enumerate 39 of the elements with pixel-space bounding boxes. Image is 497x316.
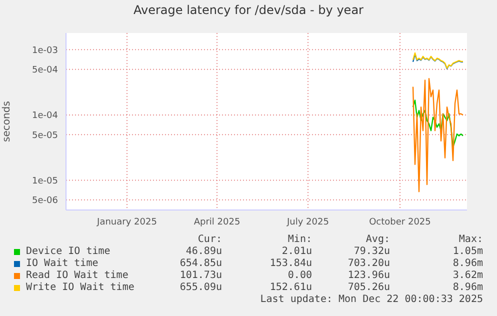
y-tick-label: 1e-05 bbox=[32, 176, 58, 186]
text: 1.05m bbox=[452, 246, 483, 257]
text: 655.09u bbox=[180, 282, 222, 293]
text: 79.32u bbox=[354, 246, 390, 257]
legend-label: IO Wait time bbox=[26, 258, 98, 269]
text: Avg: bbox=[366, 234, 390, 245]
text: 46.89u bbox=[186, 246, 222, 257]
x-tick-label: October 2025 bbox=[369, 217, 431, 228]
text: Min: bbox=[288, 234, 312, 245]
text: 101.73u bbox=[180, 270, 222, 281]
y-axis-title: seconds bbox=[2, 101, 13, 142]
text: 2.01u bbox=[282, 246, 312, 257]
text: 0.00 bbox=[288, 270, 312, 281]
x-tick-label: July 2025 bbox=[286, 217, 329, 228]
legend-label: Write IO Wait time bbox=[26, 282, 134, 293]
y-tick-label: 5e-05 bbox=[32, 130, 58, 141]
legend-label: Read IO Wait time bbox=[26, 270, 128, 281]
x-tick-label: April 2025 bbox=[194, 217, 240, 228]
line-series bbox=[412, 78, 464, 192]
text: 654.85u bbox=[180, 258, 222, 269]
text: 8.96m bbox=[452, 282, 483, 293]
text: 8.96m bbox=[452, 258, 483, 269]
legend-label: Device IO time bbox=[26, 246, 110, 257]
y-tick-label: 5e-06 bbox=[32, 196, 58, 206]
text: 123.96u bbox=[348, 270, 390, 281]
text: 705.26u bbox=[348, 282, 390, 293]
text: Cur: bbox=[198, 234, 222, 245]
text: 703.20u bbox=[348, 258, 390, 269]
text: 3.62m bbox=[452, 270, 483, 281]
text: Last update: Mon Dec 22 00:00:33 2025 bbox=[260, 294, 483, 305]
line-series bbox=[412, 100, 464, 148]
x-tick-label: January 2025 bbox=[96, 217, 157, 228]
text: Max: bbox=[458, 234, 483, 245]
y-tick-label: 1e-03 bbox=[32, 46, 58, 56]
y-tick-label: 1e-04 bbox=[32, 111, 58, 122]
text: 153.84u bbox=[270, 258, 312, 269]
chart-title: Average latency for /dev/sda - by year bbox=[132, 3, 364, 17]
text: 152.61u bbox=[270, 282, 312, 293]
y-tick-label: 5e-04 bbox=[32, 66, 58, 76]
